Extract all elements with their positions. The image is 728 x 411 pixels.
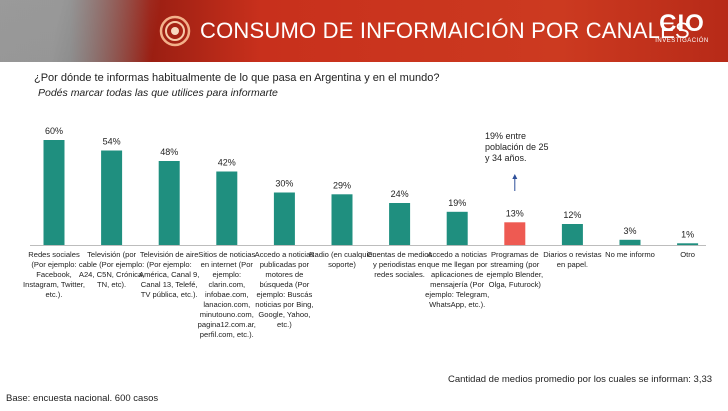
value-label-12: 1% [681, 229, 694, 239]
bar-9 [504, 222, 526, 246]
bar-10 [561, 224, 583, 245]
bar-3 [158, 161, 180, 245]
category-label-10: Diarios o revistas en papel. [543, 250, 602, 269]
value-label-7: 24% [391, 189, 409, 199]
header-banner: CONSUMO DE INFORMAICIÓN POR CANALES CIO … [0, 0, 728, 62]
survey-hint: Podés marcar todas las que utilices para… [38, 87, 278, 99]
bar-8 [446, 211, 468, 246]
bar-6 [331, 194, 353, 246]
value-label-2: 54% [103, 137, 121, 147]
average-media-note: Cantidad de medios promedio por los cual… [448, 374, 713, 385]
value-label-8: 19% [448, 198, 466, 208]
category-label-6: Radio (en cualquier soporte) [309, 250, 375, 269]
value-label-11: 3% [623, 226, 636, 236]
category-label-9: Programas de streaming (por ejemplo Blen… [486, 250, 544, 289]
category-label-12: Otro [680, 250, 695, 259]
category-label-2: Televisión (por cable (Por ejemplo: A24,… [78, 250, 145, 289]
bar-2 [101, 150, 123, 245]
category-label-3: Televisión de aire (Por ejemplo: América… [139, 250, 200, 299]
bar-12 [677, 243, 699, 246]
bar-5 [273, 192, 295, 245]
value-label-10: 12% [563, 210, 581, 220]
category-label-8: Accedo a noticias que me llegan por apli… [425, 250, 490, 309]
value-label-9: 13% [506, 208, 524, 218]
value-label-4: 42% [218, 158, 236, 168]
survey-question: ¿Por dónde te informas habitualmente de … [34, 72, 440, 84]
bar-4 [216, 171, 238, 245]
annotation-arrowhead [512, 174, 518, 179]
category-label-11: No me informo [605, 250, 655, 259]
bar-11 [619, 239, 641, 246]
logo-mark: CIO [659, 10, 705, 37]
swirl-icon [159, 15, 191, 47]
category-label-4: Sitios de noticias en internet (Por ejem… [197, 250, 256, 339]
value-label-1: 60% [45, 126, 63, 136]
bar-1 [43, 140, 65, 245]
base-note: Base: encuesta nacional. 600 casos [6, 393, 159, 404]
logo-subtitle: INVESTIGACIÓN [655, 38, 709, 44]
category-label-7: Cuentas de medios y periodistas en redes… [366, 250, 433, 279]
value-label-6: 29% [333, 180, 351, 190]
value-label-3: 48% [160, 147, 178, 157]
annotation-note: 19% entre población de 25 y 34 años. [485, 131, 549, 163]
bar-7 [389, 203, 411, 245]
page-title: CONSUMO DE INFORMAICIÓN POR CANALES [200, 18, 690, 43]
category-label-1: Redes sociales (Por ejemplo: Facebook, I… [23, 250, 85, 299]
header-photo [0, 0, 160, 62]
brand-logo: CIO INVESTIGACIÓN [652, 10, 712, 45]
value-label-5: 30% [275, 179, 293, 189]
category-label-5: Accedo a noticias publicadas por motores… [254, 250, 315, 329]
